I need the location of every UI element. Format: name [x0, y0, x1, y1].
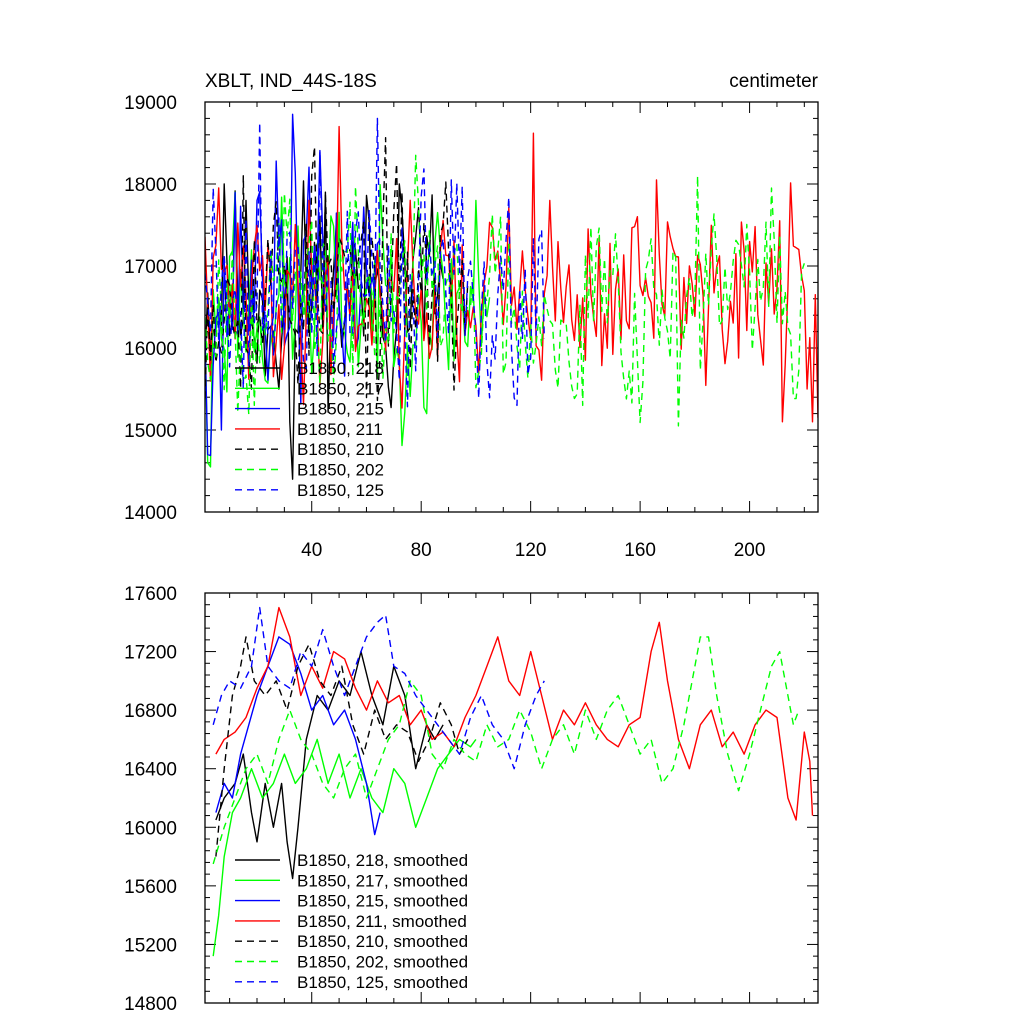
top-panel-series [205, 113, 818, 480]
top-panel-units: centimeter [729, 71, 818, 92]
top-panel-ticks: 14000 15000 16000 17000 18000 19000 40 80 120 160… [124, 93, 818, 561]
series-line-b1850-202-smoothed [212, 636, 800, 865]
y-tick-label: 15200 [124, 935, 177, 956]
legend-label-b1850-125-smoothed: B1850, 125, smoothed [297, 973, 468, 992]
y-tick-label: 17200 [124, 643, 177, 664]
legend-label-b1850-211-smoothed: B1850, 211, smoothed [297, 912, 467, 931]
y-tick-label: 16800 [124, 701, 177, 722]
y-tick-label: 16000 [124, 339, 177, 360]
legend-label-b1850-215-smoothed: B1850, 215, smoothed [297, 892, 468, 911]
x-tick-label: 120 [515, 540, 547, 561]
series-line-b1850-125-smoothed [212, 606, 545, 770]
y-tick-label: 18000 [124, 175, 177, 196]
series-line-b1850-218-smoothed [215, 650, 444, 880]
y-tick-label: 17000 [124, 257, 177, 278]
x-tick-label: 200 [734, 540, 766, 561]
y-tick-label: 16000 [124, 818, 177, 839]
bottom-panel-series [212, 606, 814, 957]
legend-label-b1850-215: B1850, 215 [297, 400, 384, 419]
bottom-panel-ticks: 14800 15200 15600 16000 16400 16800 17200 17600 [124, 584, 818, 1015]
x-tick-label: 40 [301, 540, 322, 561]
series-line-b1850-211-smoothed [215, 606, 814, 821]
y-tick-label: 19000 [124, 93, 177, 114]
legend-label-b1850-125: B1850, 125 [297, 481, 384, 500]
top-panel-title: XBLT, IND_44S-18S [205, 71, 377, 92]
series-line-b1850-210-smoothed [215, 636, 469, 857]
y-tick-label: 16400 [124, 760, 177, 781]
y-tick-label: 17600 [124, 584, 177, 605]
legend-label-b1850-202-smoothed: B1850, 202, smoothed [297, 953, 468, 972]
legend-label-b1850-202: B1850, 202 [297, 461, 384, 480]
legend-label-b1850-217: B1850, 217 [297, 379, 384, 398]
legend-label-b1850-218-smoothed: B1850, 218, smoothed [297, 851, 468, 870]
series-line-b1850-215-smoothed [215, 636, 381, 836]
x-tick-label: 160 [624, 540, 656, 561]
series-line-b1850-217-smoothed [212, 738, 477, 957]
bottom-panel: 14800 15200 15600 16000 16400 16800 17200 17600… [124, 584, 819, 1015]
legend-label-b1850-218: B1850, 218 [297, 359, 384, 378]
legend-label-b1850-217-smoothed: B1850, 217, smoothed [297, 871, 468, 890]
y-tick-label: 14000 [124, 503, 177, 524]
y-tick-label: 14800 [124, 994, 177, 1015]
bottom-panel-frame [204, 592, 819, 1004]
y-tick-label: 15600 [124, 877, 177, 898]
top-panel-frame [204, 101, 819, 513]
x-tick-label: 80 [411, 540, 432, 561]
legend-label-b1850-211: B1850, 211 [297, 420, 383, 439]
legend-label-b1850-210-smoothed: B1850, 210, smoothed [297, 932, 468, 951]
top-panel: XBLT, IND_44S-18S centimeter 14000150001… [124, 71, 819, 561]
series-line-b1850-125 [205, 117, 545, 408]
series-line-b1850-211 [205, 125, 818, 423]
series-line-b1850-202 [205, 154, 805, 427]
y-tick-label: 15000 [124, 421, 177, 442]
legend-label-b1850-210: B1850, 210 [297, 440, 384, 459]
